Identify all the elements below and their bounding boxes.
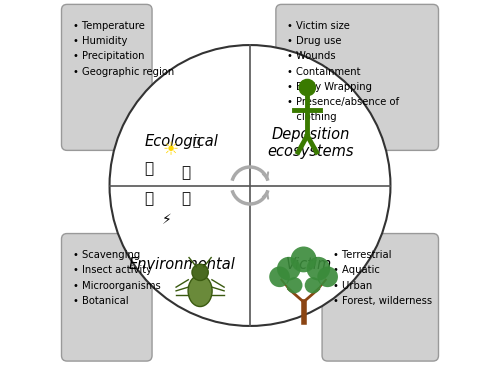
Text: 🌙: 🌙 xyxy=(192,137,200,150)
Circle shape xyxy=(290,246,316,272)
Text: ☀: ☀ xyxy=(162,141,178,160)
Circle shape xyxy=(110,45,390,326)
Circle shape xyxy=(318,266,338,287)
Text: Ecological: Ecological xyxy=(144,134,218,149)
Circle shape xyxy=(304,277,321,293)
Circle shape xyxy=(286,277,302,293)
FancyBboxPatch shape xyxy=(276,4,438,150)
Text: • Victim size
• Drug use
• Wounds
• Containment
• Body Wrapping
• Presence/absen: • Victim size • Drug use • Wounds • Cont… xyxy=(287,21,399,122)
Text: Deposition
ecosystems: Deposition ecosystems xyxy=(268,127,354,159)
Text: 🌩: 🌩 xyxy=(144,161,153,176)
Text: • Scavenging
• Insect activity
• Microorganisms
• Botanical: • Scavenging • Insect activity • Microor… xyxy=(72,250,160,306)
Text: ⚡: ⚡ xyxy=(162,214,172,228)
Text: Victim: Victim xyxy=(286,257,333,272)
Text: Environmental: Environmental xyxy=(128,257,235,272)
FancyBboxPatch shape xyxy=(62,4,152,150)
Ellipse shape xyxy=(188,275,212,306)
Circle shape xyxy=(192,264,208,280)
Circle shape xyxy=(269,266,290,287)
Circle shape xyxy=(299,79,316,96)
FancyBboxPatch shape xyxy=(62,234,152,361)
Text: • Terrestrial
• Aquatic
• Urban
• Forest, wilderness: • Terrestrial • Aquatic • Urban • Forest… xyxy=(333,250,432,306)
Text: 🌡: 🌡 xyxy=(144,191,153,206)
Text: 🌿: 🌿 xyxy=(181,191,190,206)
Circle shape xyxy=(277,257,300,280)
Text: • Temperature
• Humidity
• Precipitation
• Geographic region: • Temperature • Humidity • Precipitation… xyxy=(72,21,174,77)
FancyBboxPatch shape xyxy=(322,234,438,361)
Text: 🌪: 🌪 xyxy=(181,165,190,180)
Circle shape xyxy=(306,257,330,280)
